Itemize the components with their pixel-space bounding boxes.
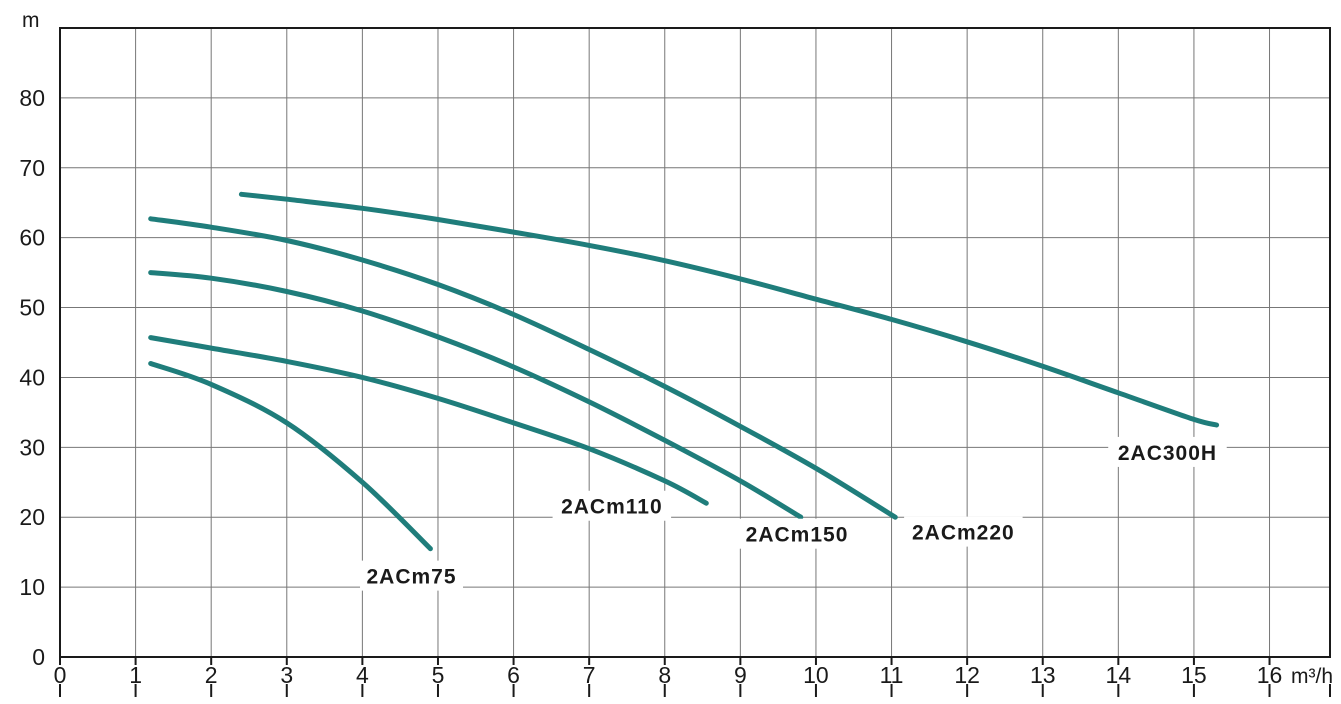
- x-tick-label: 11: [880, 662, 904, 688]
- y-tick-label: 40: [19, 364, 45, 390]
- series-label-background: [552, 490, 672, 521]
- x-tick-label: 12: [954, 662, 980, 688]
- x-tick-label: 13: [1030, 662, 1056, 688]
- x-tick-label: 6: [507, 662, 520, 688]
- series-label-background: [1108, 436, 1227, 467]
- y-tick-label: 20: [19, 504, 45, 530]
- x-tick-label: 1: [129, 662, 142, 688]
- series-line-2acm220: [148, 216, 898, 520]
- series-line-2acm150: [148, 270, 804, 520]
- y-tick-label: 60: [19, 225, 45, 251]
- series-curves: [148, 191, 1220, 552]
- series-label-2ac300h: 2AC300H: [1118, 442, 1217, 465]
- series-line-2ac300h: [238, 191, 1220, 428]
- x-tick-label: 14: [1106, 662, 1132, 688]
- x-tick-label: 7: [583, 662, 596, 688]
- series-label-background: [360, 560, 464, 591]
- plot-frame: [59, 27, 1331, 658]
- x-tick-label: 16: [1257, 662, 1283, 688]
- x-axis-unit-label: m³/h: [1291, 665, 1333, 688]
- x-tick-label: 10: [803, 662, 829, 688]
- series-label-2acm110: 2ACm110: [561, 496, 663, 519]
- y-tick-label: 50: [19, 295, 45, 321]
- y-tick-label: 30: [19, 434, 45, 460]
- x-tick-label: 8: [658, 662, 671, 688]
- series-labels: 2ACm75 2ACm110 2ACm150 2ACm220 2AC300H: [360, 436, 1227, 591]
- x-tick-label: 15: [1181, 662, 1207, 688]
- y-tick-label: 10: [19, 574, 45, 600]
- series-line-2acm110: [148, 335, 709, 506]
- series-label-2acm75: 2ACm75: [366, 566, 456, 589]
- series-label-2acm220: 2ACm220: [912, 522, 1015, 545]
- x-tick-label: 5: [432, 662, 445, 688]
- x-tick-label: 2: [205, 662, 218, 688]
- series-label-background: [737, 518, 857, 549]
- y-tick-label: 80: [19, 85, 45, 111]
- series-line-2acm75: [148, 361, 433, 552]
- axes: 0 1 2 3 4 5 6 7 8 9 10 11 12 13 14 15 16 m³/h010203040506…: [19, 85, 1333, 697]
- x-tick-label: 3: [280, 662, 293, 688]
- y-axis-unit-label: m: [22, 9, 40, 32]
- y-tick-label: 70: [19, 155, 45, 181]
- x-tick-label: 0: [54, 662, 67, 688]
- x-tick-label: 4: [356, 662, 369, 688]
- y-tick-label: 0: [32, 644, 45, 670]
- grid: [60, 28, 1330, 657]
- x-tick-label: 9: [734, 662, 747, 688]
- series-label-background: [904, 516, 1023, 547]
- series-label-2acm150: 2ACm150: [746, 524, 849, 547]
